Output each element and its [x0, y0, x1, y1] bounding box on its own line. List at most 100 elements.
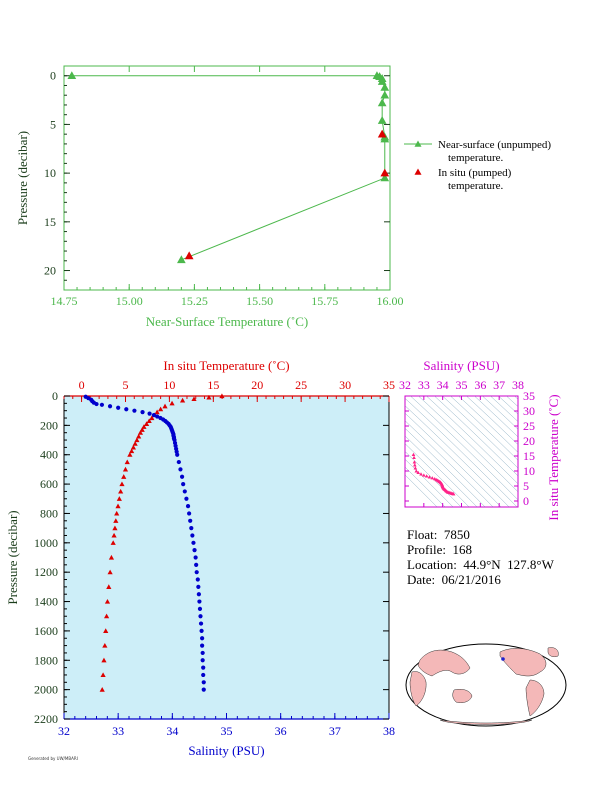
salinity-point [132, 408, 137, 413]
salinity-point [181, 481, 186, 487]
salinity-tick-label: 34 [166, 724, 178, 738]
float-info-panel: Float: 7850 Profile: 168 Location: 44.9°… [407, 527, 554, 587]
temperature-point [179, 397, 186, 403]
plot-background [64, 396, 389, 719]
temperature-tick-label: 0 [79, 378, 85, 392]
salinity-point [195, 577, 200, 582]
isopycnal-line [490, 396, 518, 422]
ts-y-tick-label: 30 [523, 404, 535, 418]
float-id: Float: 7850 [407, 527, 470, 542]
date: Date: 06/21/2016 [407, 572, 501, 587]
salinity-tick-label: 36 [275, 724, 287, 738]
ts-point [422, 473, 426, 477]
pressure-tick-label: 1000 [34, 536, 58, 550]
ts-y-axis-label: In situ Temperature (˚C) [546, 394, 561, 520]
profile-number: Profile: 168 [407, 542, 472, 557]
salinity-point [124, 407, 129, 412]
ts-point [451, 492, 456, 496]
temperature-point [112, 525, 118, 531]
map-land-africa [409, 671, 427, 707]
legend-text-line: temperature. [448, 180, 504, 192]
isopycnal-line [458, 396, 518, 453]
near-surface-point [380, 134, 390, 143]
ts-point [411, 452, 416, 456]
isopycnal-line [410, 396, 518, 501]
temperature-point [158, 406, 164, 412]
salinity-point [187, 511, 192, 516]
legend-label-near-surface: Near-surface (unpumped) temperature. [438, 139, 551, 164]
location: Location: 44.9°N 127.8°W [407, 557, 554, 572]
salinity-point [147, 411, 152, 416]
near-surface-point [380, 82, 390, 91]
in-situ-point [377, 129, 387, 138]
pressure-tick-label: 200 [40, 418, 58, 432]
salinity-tick-label: 38 [383, 724, 395, 738]
temperature-tick-label: 35 [383, 378, 395, 392]
salinity-axis-label: Salinity (PSU) [188, 743, 264, 758]
salinity-point [197, 606, 203, 611]
isopycnal-line [405, 397, 518, 507]
ts-frame [404, 395, 519, 508]
isopycnal-line [405, 435, 478, 507]
world-map [405, 643, 567, 727]
in-situ-point [380, 168, 390, 177]
temperature-point [136, 433, 142, 439]
salinity-point [107, 404, 113, 409]
temperature-point [191, 396, 197, 402]
profile-chart: 32 33 34 35 36 37 38 0 5 10 15 20 25 30 35 0 200 400 600 80… [5, 358, 395, 758]
legend-marker-in-situ [414, 168, 422, 175]
ts-x-tick-label: 38 [512, 378, 524, 392]
ts-point [419, 472, 423, 476]
salinity-tick-label: 35 [221, 724, 233, 738]
isopycnal-line [442, 396, 518, 469]
float-location-marker [501, 657, 505, 661]
isopycnal-line [482, 396, 518, 430]
near-surface-point [380, 90, 390, 99]
isopycnal-line [405, 474, 438, 507]
y-tick-label: 10 [44, 166, 56, 180]
near-surface-line [71, 75, 386, 261]
isopycnal-line [405, 427, 486, 507]
temperature-tick-label: 5 [122, 378, 128, 392]
salinity-point [200, 650, 205, 656]
x-tick-label: 15.75 [311, 294, 338, 308]
salinity-point [151, 412, 157, 418]
isopycnal-line [405, 405, 510, 507]
salinity-point [201, 680, 206, 685]
y-axis-label: Pressure (decibar) [15, 131, 30, 225]
isopycnal-line [405, 451, 462, 507]
salinity-point [193, 555, 198, 560]
salinity-tick-label: 33 [112, 724, 124, 738]
temperature-point [119, 481, 125, 487]
salinity-point [182, 489, 187, 494]
footnote: Generated by UW/MBARI [28, 756, 78, 761]
ts-x-axis-label: Salinity (PSU) [423, 358, 499, 373]
legend: Near-surface (unpumped) temperature. In si… [404, 139, 551, 192]
temperature-tick-label: 15 [207, 378, 219, 392]
ts-y-tick-label: 15 [523, 449, 535, 463]
ts-point [427, 475, 432, 479]
isopycnal-line [498, 396, 518, 415]
isopycnal-line [474, 396, 518, 438]
temperature-point [137, 430, 144, 435]
temperature-point [127, 452, 133, 457]
temperature-point [111, 532, 117, 538]
salinity-point [189, 526, 194, 531]
map-land-eurasia [417, 649, 471, 677]
map-land-south-america [525, 679, 545, 717]
pressure-tick-label: 1200 [34, 565, 58, 579]
x-tick-label: 15.25 [181, 294, 208, 308]
temperature-point [141, 424, 147, 429]
temperature-point [132, 441, 138, 446]
isopycnal-contours [405, 396, 518, 507]
legend-label-in-situ: In situ (pumped) temperature. [438, 167, 512, 192]
map-land-greenland [547, 647, 559, 658]
salinity-point [190, 533, 195, 538]
pressure-tick-label: 1800 [34, 653, 58, 667]
temperature-tick-label: 25 [295, 378, 307, 392]
salinity-point [200, 636, 205, 641]
isopycnal-line [506, 396, 518, 407]
ts-point [412, 463, 417, 467]
temperature-point [115, 503, 121, 509]
